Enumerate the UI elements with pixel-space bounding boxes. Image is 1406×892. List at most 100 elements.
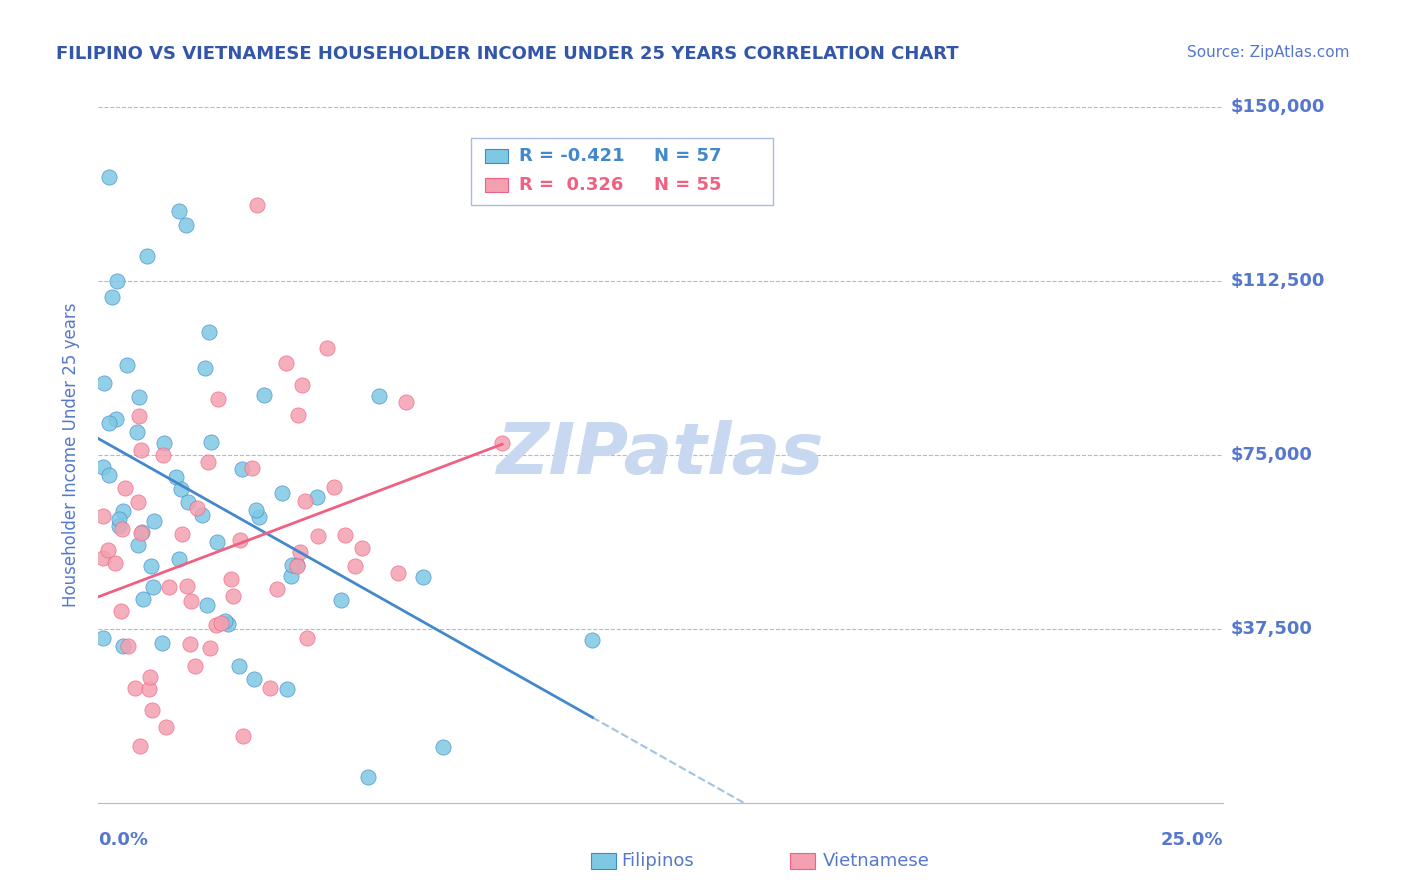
Point — [165, 470, 187, 484]
Point — [307, 529, 329, 543]
Point — [111, 522, 134, 536]
Point — [112, 504, 135, 518]
Point — [343, 558, 366, 573]
Point — [127, 538, 149, 552]
Point — [93, 376, 115, 390]
Point — [170, 482, 193, 496]
Point — [307, 490, 329, 504]
Point — [107, 512, 129, 526]
Point — [197, 455, 219, 469]
Point — [200, 435, 222, 450]
Point — [271, 486, 294, 500]
Point — [179, 637, 201, 651]
Point — [112, 639, 135, 653]
Point — [129, 443, 152, 458]
Point — [329, 593, 352, 607]
Point — [198, 641, 221, 656]
Point — [128, 409, 150, 423]
Point — [132, 592, 155, 607]
Point — [335, 528, 357, 542]
Point — [276, 356, 298, 370]
Point — [287, 408, 309, 422]
Point — [228, 658, 250, 673]
Point — [247, 509, 270, 524]
Y-axis label: Householder Income Under 25 years: Householder Income Under 25 years — [62, 302, 80, 607]
Point — [97, 468, 120, 483]
Point — [169, 204, 191, 219]
Point — [195, 599, 218, 613]
Point — [205, 618, 228, 632]
Text: Vietnamese: Vietnamese — [823, 852, 929, 870]
Text: $112,500: $112,500 — [1230, 272, 1324, 290]
Point — [143, 514, 166, 528]
Point — [124, 681, 146, 695]
Text: N = 55: N = 55 — [654, 176, 721, 194]
Point — [194, 361, 217, 376]
Point — [276, 681, 298, 696]
Point — [214, 614, 236, 628]
Point — [245, 503, 267, 517]
Point — [221, 572, 243, 586]
Point — [395, 394, 418, 409]
Point — [91, 460, 114, 475]
Point — [253, 387, 276, 401]
Point — [136, 248, 159, 262]
Point — [211, 615, 233, 630]
Point — [356, 770, 378, 784]
Point — [387, 566, 409, 580]
Point — [117, 640, 139, 654]
Point — [315, 342, 337, 356]
Point — [285, 558, 308, 573]
Point — [432, 740, 454, 755]
Point — [157, 580, 180, 594]
Point — [97, 542, 120, 557]
Point — [155, 720, 177, 734]
Text: $75,000: $75,000 — [1230, 446, 1312, 464]
Point — [281, 558, 304, 572]
Text: R = -0.421: R = -0.421 — [519, 147, 624, 165]
Point — [115, 358, 138, 372]
Point — [368, 389, 391, 403]
Point — [104, 556, 127, 570]
Point — [104, 412, 127, 426]
Point — [491, 436, 513, 450]
Point — [222, 589, 245, 603]
Point — [152, 636, 174, 650]
Point — [91, 632, 114, 646]
Point — [152, 448, 174, 462]
Point — [259, 681, 281, 695]
Point — [266, 582, 288, 597]
Point — [198, 325, 221, 339]
Point — [105, 273, 128, 287]
Text: $150,000: $150,000 — [1230, 98, 1324, 116]
Point — [131, 525, 153, 540]
Point — [180, 594, 202, 608]
Point — [101, 290, 124, 304]
Point — [581, 632, 603, 647]
Point — [142, 580, 165, 594]
Point — [350, 541, 373, 555]
Point — [176, 219, 198, 233]
Point — [323, 480, 346, 494]
Point — [243, 673, 266, 687]
Point — [98, 169, 121, 184]
Text: Filipinos: Filipinos — [621, 852, 695, 870]
Point — [141, 702, 163, 716]
Point — [98, 416, 121, 430]
Point — [128, 390, 150, 404]
Point — [170, 527, 193, 541]
Point — [131, 526, 153, 541]
Point — [110, 604, 132, 618]
Point — [176, 495, 198, 509]
Text: N = 57: N = 57 — [654, 147, 721, 165]
Point — [229, 533, 252, 547]
Point — [280, 569, 302, 583]
Point — [93, 508, 115, 523]
Point — [285, 558, 308, 573]
Point — [240, 460, 263, 475]
Point — [93, 551, 115, 566]
Point — [176, 579, 198, 593]
Point — [232, 729, 254, 743]
Point — [246, 198, 269, 212]
Point — [207, 392, 229, 406]
